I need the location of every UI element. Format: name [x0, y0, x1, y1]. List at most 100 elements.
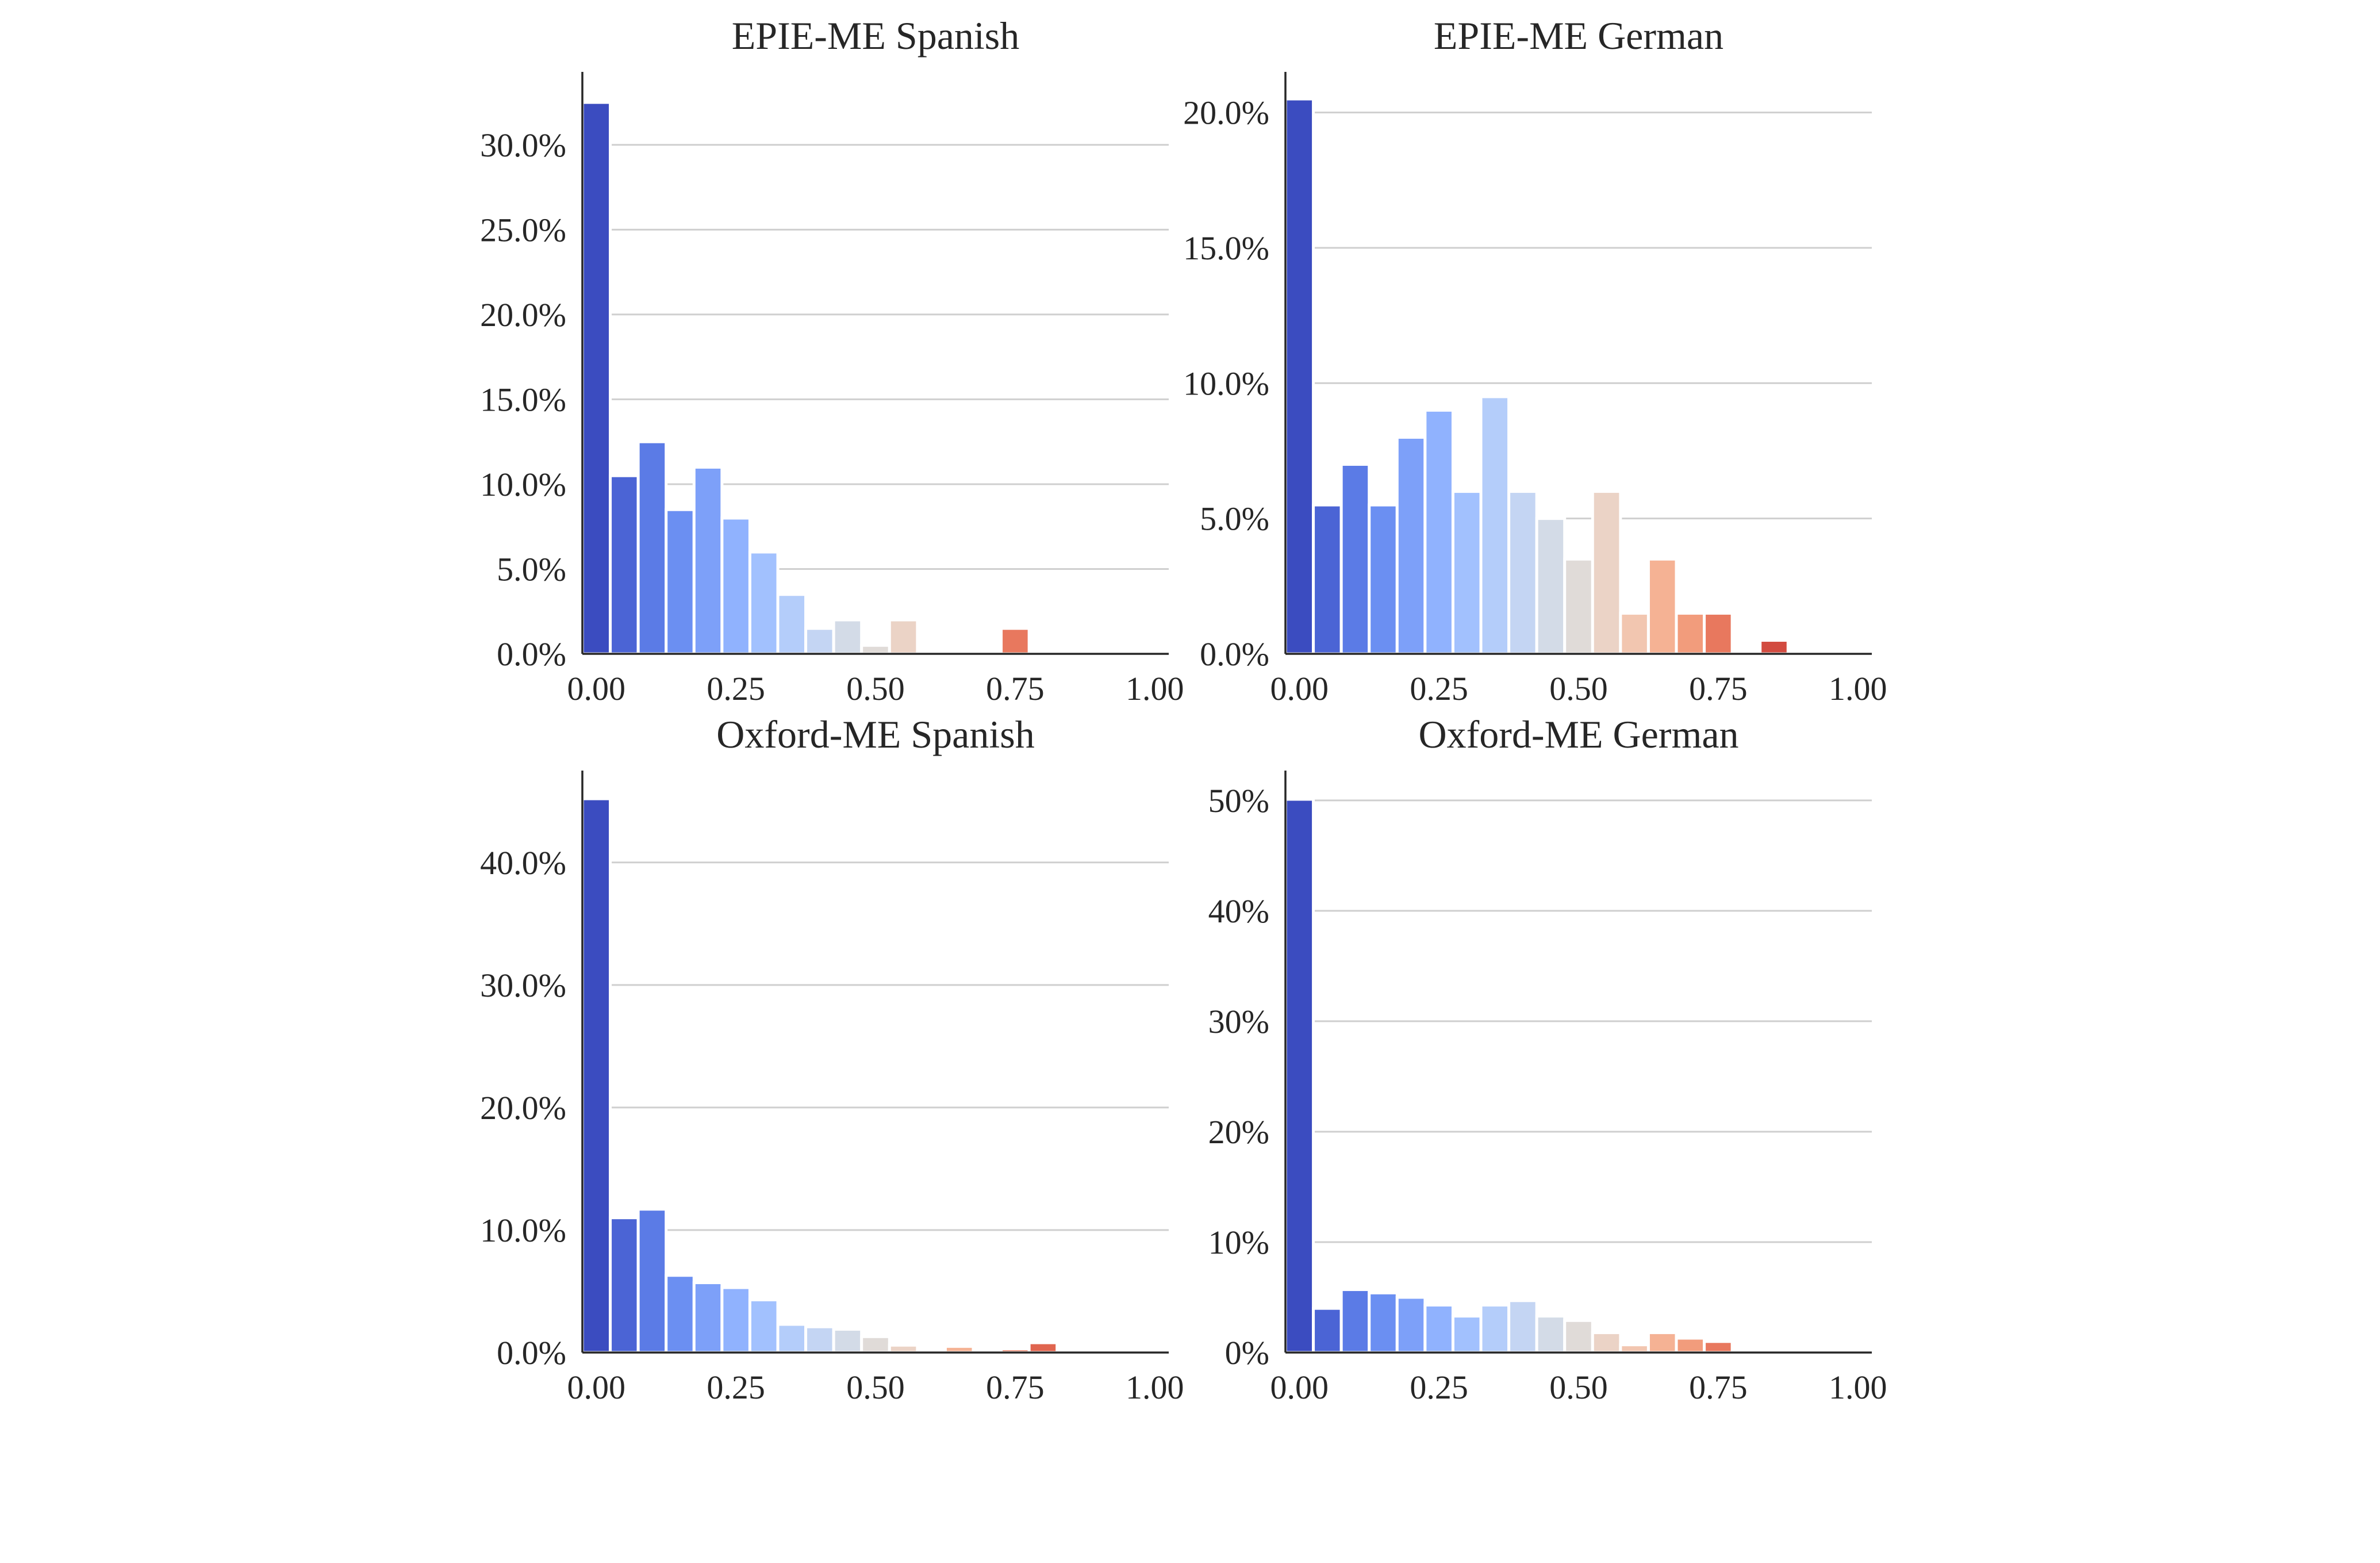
x-tick-label: 0.75	[986, 1369, 1045, 1406]
histogram-bar	[1703, 1340, 1734, 1354]
y-tick-label: 20.0%	[480, 296, 566, 334]
x-tick-label: 0.50	[1549, 1369, 1608, 1406]
histogram-bar	[1000, 627, 1031, 656]
histogram-bar	[1339, 463, 1371, 656]
histogram-bar	[1619, 1343, 1650, 1354]
y-tick-label: 20.0%	[1183, 94, 1269, 132]
histogram-bar	[776, 593, 808, 656]
x-tick-label: 0.50	[846, 1369, 905, 1406]
histogram-bar	[1479, 1303, 1511, 1354]
x-tick-label: 1.00	[1829, 670, 1887, 707]
x-tick-label: 0.25	[707, 670, 765, 707]
histogram-bar	[1591, 490, 1622, 656]
histogram-bar	[1703, 611, 1734, 656]
histogram-bar	[1535, 1315, 1567, 1354]
histogram-bar	[1423, 408, 1454, 656]
y-tick-label: 0.0%	[497, 635, 566, 673]
histogram-bar	[1646, 1331, 1678, 1354]
x-tick-label: 0.75	[1689, 670, 1748, 707]
x-tick-label: 0.00	[1270, 1369, 1329, 1406]
y-tick-label: 10.0%	[1183, 365, 1269, 402]
y-tick-label: 5.0%	[1200, 500, 1269, 538]
y-tick-label: 15.0%	[480, 381, 566, 418]
histogram-bar	[1312, 1307, 1343, 1354]
y-tick-label: 30.0%	[480, 967, 566, 1004]
histogram-bar	[1507, 490, 1538, 656]
y-tick-label: 40.0%	[480, 844, 566, 882]
histogram-bar	[636, 1208, 668, 1354]
histogram-bar	[804, 627, 835, 656]
histogram-bar	[1284, 97, 1315, 656]
histogram-bar	[1423, 1303, 1454, 1354]
histogram-bar	[1395, 435, 1427, 656]
histogram-bar	[1368, 503, 1399, 656]
y-tick-label: 10.0%	[480, 466, 566, 503]
histogram-bar	[1395, 1296, 1427, 1354]
x-tick-label: 0.25	[1410, 1369, 1468, 1406]
x-tick-label: 0.25	[1410, 670, 1468, 707]
panel-title: Oxford-ME Spanish	[716, 712, 1034, 756]
x-tick-label: 0.75	[986, 670, 1045, 707]
histogram-bar	[860, 643, 891, 656]
histogram-bar	[692, 1281, 724, 1354]
histogram-bar	[888, 1343, 919, 1354]
x-tick-label: 0.00	[567, 670, 626, 707]
y-tick-label: 10.0%	[480, 1212, 566, 1249]
histogram-bar	[1591, 1331, 1622, 1354]
panel-oxford-me-german: Oxford-ME German 0% 10% 20% 30% 40% 50% 0.00 0.…	[1208, 712, 1887, 1406]
histogram-bar	[1339, 1288, 1371, 1354]
x-tick-label: 0.00	[567, 1369, 626, 1406]
panel-oxford-me-spanish: Oxford-ME Spanish 0.0% 10.0% 20.0% 30.0% 40.…	[480, 712, 1184, 1406]
histogram-bar	[1535, 517, 1567, 656]
x-tick-label: 0.75	[1689, 1369, 1748, 1406]
y-tick-label: 40%	[1208, 892, 1269, 930]
histogram-bar	[720, 516, 751, 656]
histogram-bar	[888, 618, 919, 656]
histogram-bar	[1312, 503, 1343, 656]
y-tick-label: 0.0%	[497, 1334, 566, 1372]
histogram-bar	[1675, 611, 1706, 656]
y-tick-label: 5.0%	[497, 550, 566, 588]
y-tick-label: 15.0%	[1183, 229, 1269, 267]
x-tick-label: 1.00	[1829, 1369, 1887, 1406]
x-tick-label: 0.50	[1549, 670, 1608, 707]
histogram-bar	[581, 797, 612, 1354]
histogram-bar	[1451, 1315, 1483, 1354]
histogram-bar	[1646, 557, 1678, 656]
panel-epie-me-spanish: EPIE-ME Spanish 0.0% 5.0% 10.0% 15.0% 20.0% 2…	[480, 14, 1184, 707]
x-tick-label: 0.25	[707, 1369, 765, 1406]
panel-title: EPIE-ME German	[1434, 14, 1723, 58]
histogram-bar	[748, 550, 780, 656]
histogram-bar	[581, 101, 612, 656]
y-tick-label: 20.0%	[480, 1089, 566, 1127]
histogram-bar	[1675, 1336, 1706, 1354]
histogram-bar	[1368, 1291, 1399, 1354]
panel-epie-me-german: EPIE-ME German 0.0% 5.0% 10.0% 15.0% 20.0% 0.…	[1183, 14, 1887, 707]
histogram-bar	[832, 618, 863, 656]
y-tick-label: 0%	[1225, 1334, 1269, 1372]
histogram-bar	[832, 1328, 863, 1354]
histogram-bar	[1759, 638, 1790, 656]
histogram-bar	[665, 508, 696, 656]
x-tick-label: 1.00	[1126, 670, 1184, 707]
histogram-bar	[720, 1286, 751, 1354]
y-tick-label: 25.0%	[480, 211, 566, 248]
panel-title: EPIE-ME Spanish	[732, 14, 1020, 58]
y-tick-label: 30%	[1208, 1003, 1269, 1040]
histogram-bar	[609, 1216, 640, 1354]
histogram-bar	[636, 440, 668, 656]
y-tick-label: 30.0%	[480, 127, 566, 164]
histogram-bar	[609, 474, 640, 656]
histogram-bar	[804, 1325, 835, 1354]
y-tick-label: 0.0%	[1200, 635, 1269, 673]
histogram-bar	[1619, 611, 1650, 656]
y-tick-label: 50%	[1208, 782, 1269, 819]
x-tick-label: 0.00	[1270, 670, 1329, 707]
x-tick-label: 0.50	[846, 670, 905, 707]
x-tick-label: 1.00	[1126, 1369, 1184, 1406]
histogram-bar	[1451, 490, 1483, 656]
y-tick-label: 20%	[1208, 1113, 1269, 1151]
histogram-bar	[860, 1335, 891, 1354]
histogram-bar	[1027, 1341, 1059, 1354]
